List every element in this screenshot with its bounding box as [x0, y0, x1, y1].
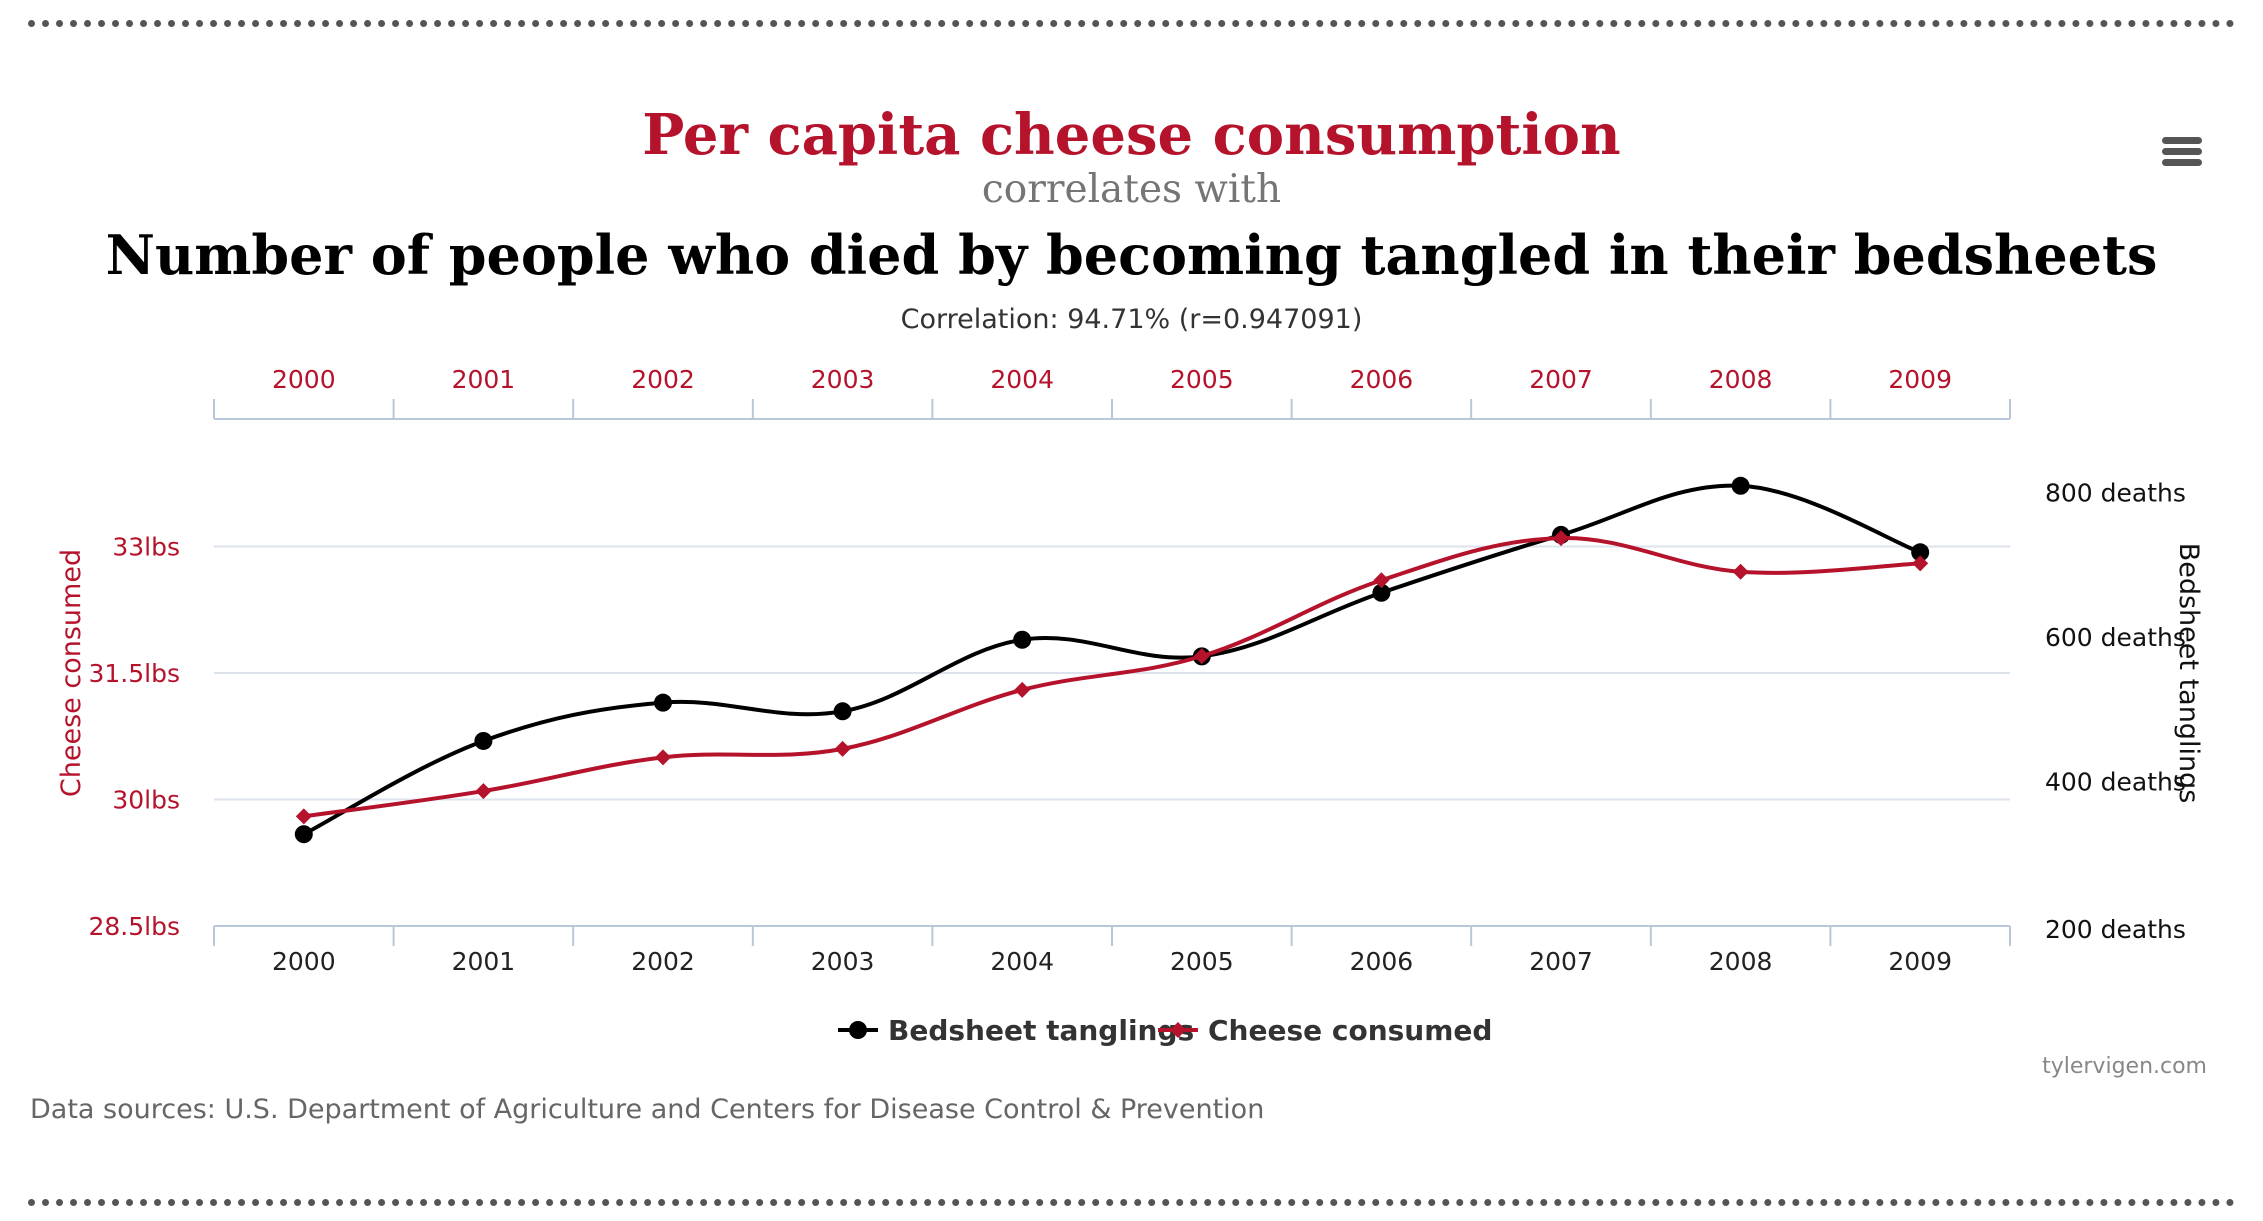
bottom-dotted-divider	[28, 1199, 2235, 1206]
cheese-data-point	[1014, 681, 1031, 698]
bedsheet-data-point	[833, 702, 852, 721]
bedsheet-data-point	[654, 693, 672, 712]
menu-bar-middle	[2162, 148, 2202, 155]
cheese-series-line	[303, 536, 1921, 819]
chart-title-connector: correlates with	[981, 167, 1282, 212]
cheese-data-point	[655, 749, 671, 766]
bedsheet-data-point	[1372, 583, 1391, 602]
cheese-data-point	[1553, 530, 1569, 547]
cheese-data-point	[295, 808, 312, 825]
hamburger-menu-icon[interactable]	[2158, 134, 2206, 170]
bedsheet-data-point	[1731, 476, 1750, 495]
y-right-tick-label: 200 deaths	[2045, 915, 2186, 944]
cheese-data-point	[834, 740, 851, 757]
y-left-axis-title: Cheese consumed	[56, 549, 87, 797]
x-tick-label-bottom: 2000	[272, 947, 336, 976]
x-tick-label-top: 2007	[1529, 365, 1593, 394]
y-left-tick-label: 28.5lbs	[88, 912, 180, 941]
x-tick-label-bottom: 2008	[1709, 947, 1773, 976]
bedsheet-data-point	[474, 731, 493, 750]
cheese-data-point	[1373, 572, 1390, 589]
y-left-tick-label: 31.5lbs	[88, 659, 180, 688]
correlation-text: Correlation: 94.71% (r=0.947091)	[900, 304, 1363, 335]
x-tick-label-top: 2009	[1888, 365, 1952, 394]
x-tick-label-bottom: 2002	[631, 947, 695, 976]
x-tick-label-top: 2003	[811, 365, 875, 394]
x-tick-label-top: 2008	[1709, 365, 1773, 394]
cheese-data-point	[1193, 648, 1210, 665]
bedsheet-series-line	[302, 483, 1921, 836]
x-tick-label-bottom: 2004	[990, 947, 1054, 976]
x-tick-label-bottom: 2001	[452, 947, 516, 976]
x-tick-label-top: 2005	[1170, 365, 1234, 394]
cheese-data-point	[1732, 563, 1749, 580]
chart-title-primary: Per capita cheese consumption	[642, 102, 1621, 168]
y-right-tick-label: 400 deaths	[2045, 767, 2186, 796]
x-tick-label-top: 2001	[452, 365, 516, 394]
chart-title-secondary: Number of people who died by becoming ta…	[105, 223, 2158, 287]
y-right-tick-label: 600 deaths	[2045, 623, 2186, 652]
x-tick-label-top: 2004	[990, 365, 1054, 394]
legend-cheese-label: Cheese consumed	[1208, 1014, 1492, 1047]
bedsheet-data-point	[1013, 630, 1032, 649]
bedsheet-data-point	[1911, 543, 1930, 562]
x-tick-label-bottom: 2006	[1350, 947, 1414, 976]
legend-cheese-marker	[1170, 1022, 1186, 1038]
x-tick-label-top: 2002	[631, 365, 695, 394]
x-tick-label-bottom: 2005	[1170, 947, 1234, 976]
menu-bar-top	[2162, 137, 2202, 144]
x-tick-label-top: 2006	[1350, 365, 1414, 394]
y-right-axis-title: Bedsheet tanglings	[2173, 543, 2204, 804]
x-tick-label-bottom: 2007	[1529, 947, 1593, 976]
x-tick-label-top: 2000	[272, 365, 336, 394]
x-tick-label-bottom: 2009	[1888, 947, 1952, 976]
bedsheet-data-point	[294, 825, 313, 844]
y-left-tick-label: 33lbs	[112, 533, 180, 562]
y-right-tick-label: 800 deaths	[2045, 478, 2186, 507]
menu-bar-bottom	[2162, 159, 2202, 166]
top-dotted-divider	[28, 20, 2235, 27]
credit-text[interactable]: tylervigen.com	[2042, 1054, 2207, 1079]
cheese-data-point	[1912, 555, 1929, 572]
y-left-tick-label: 30lbs	[112, 786, 180, 815]
legend-bedsheet-label: Bedsheet tanglings	[888, 1014, 1194, 1047]
x-tick-label-bottom: 2003	[811, 947, 875, 976]
cheese-data-point	[475, 783, 492, 800]
legend-bedsheet-marker	[849, 1021, 867, 1039]
data-sources-text: Data sources: U.S. Department of Agricul…	[30, 1094, 1265, 1125]
